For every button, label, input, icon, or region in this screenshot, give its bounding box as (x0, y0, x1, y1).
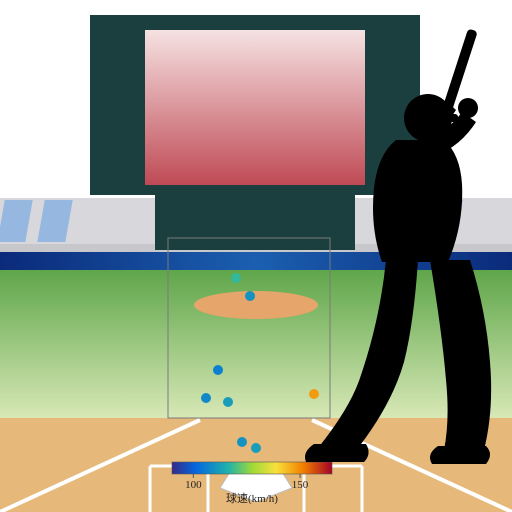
pitch-dot (251, 443, 261, 453)
pitch-dot (237, 437, 247, 447)
pitch-dot (309, 389, 319, 399)
scoreboard-screen (145, 30, 365, 185)
batter-hands (458, 98, 478, 118)
pitch-dot (213, 365, 223, 375)
pitch-dot (201, 393, 211, 403)
colorbar-tick-label: 150 (292, 479, 309, 491)
colorbar-tick-label: 100 (185, 479, 202, 491)
scene-svg: 100 150 球速(km/h) (0, 0, 512, 512)
scoreboard-pillar (155, 195, 355, 250)
pitch-dot (223, 397, 233, 407)
pitchers-mound (194, 291, 318, 319)
pitch-location-chart: 100 150 球速(km/h) (0, 0, 512, 512)
colorbar (172, 462, 332, 474)
pitch-dot (245, 291, 255, 301)
batter-foot-front (305, 444, 369, 462)
pitch-dot (231, 273, 241, 283)
batter-torso (373, 140, 462, 262)
helmet-brim (404, 114, 458, 122)
batter-foot-back (430, 446, 490, 464)
colorbar-label: 球速(km/h) (226, 491, 278, 505)
